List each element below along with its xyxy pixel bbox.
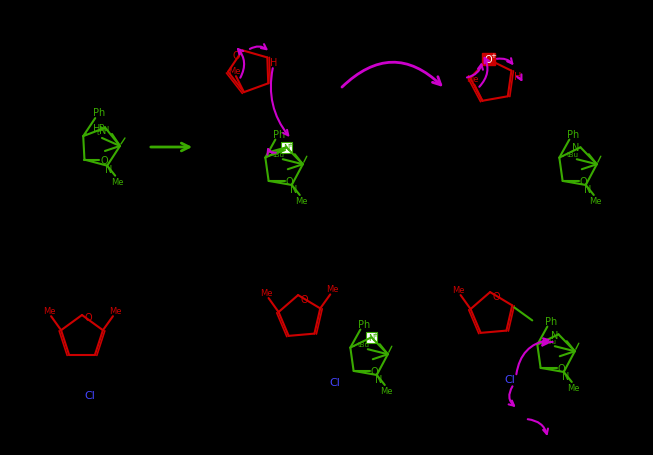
Text: N: N bbox=[584, 185, 592, 195]
Text: +: + bbox=[490, 53, 496, 59]
Text: Me: Me bbox=[261, 288, 273, 297]
Text: Ph: Ph bbox=[358, 319, 370, 329]
Text: t: t bbox=[97, 130, 99, 136]
Text: Me: Me bbox=[228, 66, 240, 76]
Text: H: H bbox=[93, 123, 101, 133]
Text: Me: Me bbox=[381, 387, 393, 395]
Text: tBu: tBu bbox=[567, 152, 579, 158]
Text: N: N bbox=[572, 143, 579, 153]
Text: ...: ... bbox=[264, 151, 271, 157]
Text: O: O bbox=[232, 51, 240, 61]
Text: N: N bbox=[562, 371, 569, 381]
Text: O: O bbox=[300, 294, 308, 304]
Text: +: + bbox=[372, 332, 378, 338]
Text: ...: ... bbox=[349, 341, 356, 347]
Text: N: N bbox=[290, 185, 298, 195]
Text: ...: ... bbox=[83, 129, 89, 135]
Text: N: N bbox=[283, 143, 290, 152]
Text: tBu: tBu bbox=[273, 152, 285, 158]
Text: N: N bbox=[550, 331, 558, 340]
Text: N: N bbox=[99, 126, 107, 136]
Text: O: O bbox=[485, 55, 492, 65]
Bar bbox=[281, 142, 292, 153]
Text: ...: ... bbox=[536, 338, 543, 344]
Text: Me: Me bbox=[326, 284, 338, 293]
Text: Me: Me bbox=[296, 197, 308, 206]
Text: Me: Me bbox=[111, 178, 123, 187]
Text: Bu: Bu bbox=[99, 124, 110, 133]
Text: tBu: tBu bbox=[545, 339, 557, 344]
Text: Ph: Ph bbox=[93, 108, 105, 118]
Text: tBu: tBu bbox=[358, 341, 370, 348]
Text: O: O bbox=[286, 177, 293, 187]
Text: Ph: Ph bbox=[567, 129, 579, 139]
Text: Ph: Ph bbox=[545, 316, 558, 326]
Text: N: N bbox=[375, 374, 383, 384]
Bar bbox=[366, 332, 377, 343]
Text: O: O bbox=[101, 155, 108, 165]
Text: O: O bbox=[371, 366, 379, 376]
Text: O: O bbox=[84, 312, 92, 322]
Text: Cl: Cl bbox=[330, 377, 340, 387]
Text: N: N bbox=[368, 333, 375, 342]
Text: N: N bbox=[106, 164, 113, 174]
Text: Me: Me bbox=[108, 306, 121, 315]
Text: O: O bbox=[558, 363, 565, 373]
Text: Me: Me bbox=[453, 285, 465, 294]
Text: Me: Me bbox=[567, 384, 580, 393]
Text: ...: ... bbox=[558, 151, 565, 157]
Text: O: O bbox=[580, 177, 588, 187]
Text: H: H bbox=[270, 58, 277, 68]
Text: Me: Me bbox=[466, 75, 479, 84]
Text: Cl: Cl bbox=[505, 374, 515, 384]
Text: +: + bbox=[287, 142, 293, 148]
Text: Me: Me bbox=[43, 306, 56, 315]
Text: Me: Me bbox=[590, 197, 602, 206]
Bar bbox=[482, 54, 495, 66]
Text: H: H bbox=[514, 71, 521, 81]
Text: O: O bbox=[492, 292, 500, 301]
Text: Ph: Ph bbox=[273, 129, 285, 139]
Text: Cl: Cl bbox=[84, 390, 95, 400]
